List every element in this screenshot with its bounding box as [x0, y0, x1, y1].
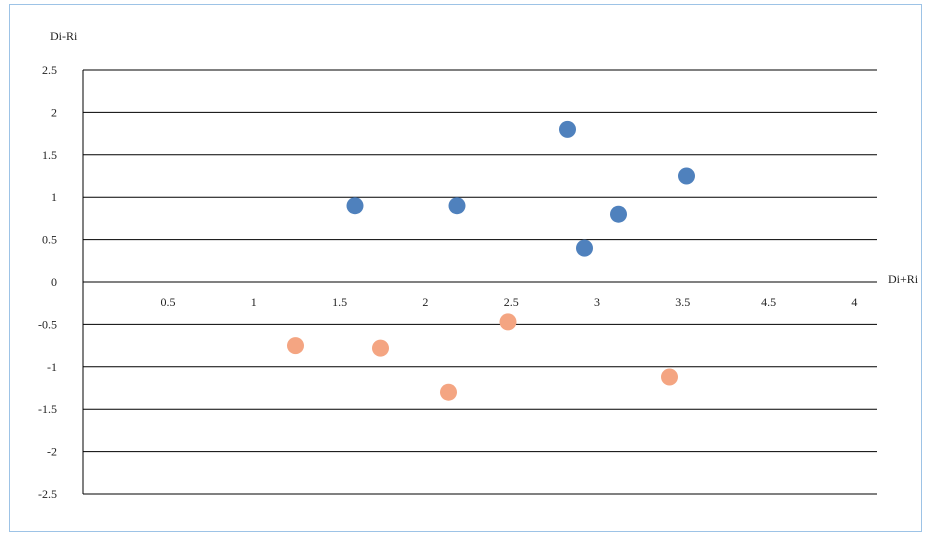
x-tick-label: 4	[851, 295, 857, 309]
orange-data-point	[661, 368, 678, 386]
grid-lines	[82, 69, 877, 495]
x-tick-label: 0.5	[161, 295, 176, 309]
orange-data-point	[287, 337, 304, 355]
orange-data-point	[440, 383, 457, 401]
x-tick-labels: 0.5 1 1.5 2 2.5 3 3.5 4.5 4	[161, 295, 858, 309]
x-tick-label: 1.5	[332, 295, 347, 309]
x-tick-label: 3.5	[675, 295, 690, 309]
blue-data-point	[678, 167, 695, 185]
y-tick-label: 2.5	[42, 63, 57, 77]
blue-data-point	[610, 205, 627, 223]
y-tick-label: -2.5	[38, 487, 57, 501]
blue-data-point	[559, 120, 576, 138]
blue-data-point	[346, 197, 364, 215]
blue-data-point	[448, 197, 466, 215]
x-tick-label: 2.5	[504, 295, 519, 309]
y-tick-label: 2	[51, 105, 57, 119]
data-points	[287, 120, 695, 401]
y-tick-label: -2	[47, 445, 57, 459]
y-tick-label: -1	[47, 360, 57, 374]
y-tick-label: 1.5	[42, 148, 57, 162]
orange-data-point	[372, 339, 389, 357]
x-tick-label: 3	[594, 295, 600, 309]
y-tick-label: -1.5	[38, 402, 57, 416]
x-tick-label: 4.5	[761, 295, 776, 309]
y-axis-title: Di-Ri	[50, 29, 78, 43]
x-tick-label: 2	[422, 295, 428, 309]
chart-frame	[9, 4, 922, 532]
y-tick-label: 0	[51, 275, 57, 289]
y-tick-label: 1	[51, 190, 57, 204]
y-tick-labels: 2.5 2 1.5 1 0.5 0 -0.5 -1 -1.5 -2 -2.5	[38, 63, 57, 501]
y-tick-label: -0.5	[38, 317, 57, 331]
orange-data-point	[499, 313, 517, 331]
blue-data-point	[576, 239, 593, 257]
x-tick-label: 1	[251, 295, 257, 309]
x-axis-title: Di+Ri	[888, 272, 919, 286]
y-tick-label: 0.5	[42, 233, 57, 247]
